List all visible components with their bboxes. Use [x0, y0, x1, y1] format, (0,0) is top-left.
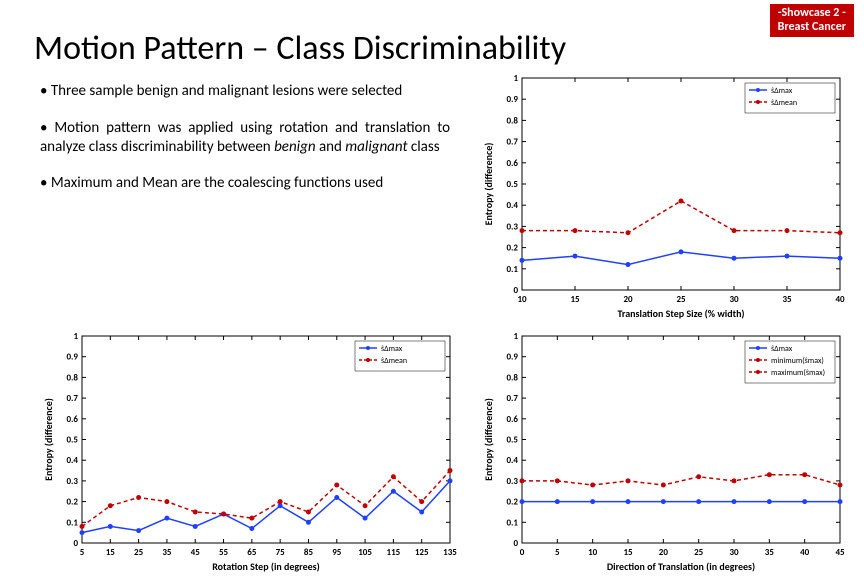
svg-text:5: 5	[555, 547, 560, 558]
svg-text:65: 65	[247, 547, 257, 558]
svg-text:0.3: 0.3	[66, 476, 78, 487]
svg-text:ŝ∆max: ŝ∆max	[771, 86, 793, 96]
svg-text:0.8: 0.8	[506, 372, 518, 383]
chart-bottom-right: 00.10.20.30.40.50.60.70.80.9105101520253…	[480, 328, 850, 573]
svg-text:ŝ∆mean: ŝ∆mean	[771, 98, 797, 108]
svg-text:0.7: 0.7	[506, 137, 518, 148]
svg-text:Entropy (difference): Entropy (difference)	[482, 143, 495, 226]
svg-text:45: 45	[835, 547, 845, 558]
svg-text:ŝ∆max: ŝ∆max	[771, 344, 793, 354]
svg-text:0.3: 0.3	[506, 221, 518, 232]
svg-text:0.8: 0.8	[506, 115, 518, 126]
svg-text:0.1: 0.1	[66, 517, 78, 528]
svg-text:75: 75	[276, 547, 286, 558]
svg-text:0.9: 0.9	[506, 352, 518, 363]
svg-text:10: 10	[588, 547, 598, 558]
badge-line2: Breast Cancer	[778, 20, 846, 34]
svg-text:125: 125	[415, 547, 429, 558]
chart-bottom-left: 00.10.20.30.40.50.60.70.80.9151525354555…	[40, 328, 460, 573]
text-column: • Three sample benign and malignant lesi…	[40, 82, 450, 211]
svg-text:115: 115	[387, 547, 401, 558]
svg-text:40: 40	[835, 294, 845, 305]
badge-line1: -Showcase 2 -	[778, 6, 846, 20]
svg-text:15: 15	[570, 294, 580, 305]
svg-text:minimum(ŝmax): minimum(ŝmax)	[771, 356, 824, 366]
svg-text:5: 5	[80, 547, 85, 558]
svg-text:0.6: 0.6	[506, 414, 518, 425]
svg-text:35: 35	[782, 294, 792, 305]
showcase-badge: -Showcase 2 - Breast Cancer	[770, 4, 854, 37]
slide-title: Motion Pattern – Class Discriminability	[34, 28, 566, 69]
svg-text:10: 10	[517, 294, 527, 305]
svg-text:0.4: 0.4	[506, 455, 518, 466]
svg-text:135: 135	[443, 547, 457, 558]
svg-text:0.2: 0.2	[506, 497, 518, 508]
svg-text:30: 30	[729, 547, 739, 558]
svg-text:0.5: 0.5	[66, 435, 78, 446]
svg-text:0.6: 0.6	[506, 158, 518, 169]
svg-text:55: 55	[219, 547, 229, 558]
svg-text:25: 25	[134, 547, 144, 558]
svg-text:1: 1	[513, 73, 518, 84]
bullet-2: • Motion pattern was applied using rotat…	[40, 119, 450, 157]
bullet-1: • Three sample benign and malignant lesi…	[40, 82, 450, 101]
svg-text:0.6: 0.6	[66, 414, 78, 425]
svg-text:0.5: 0.5	[506, 435, 518, 446]
chart-top-right: 00.10.20.30.40.50.60.70.80.9110152025303…	[480, 70, 850, 320]
svg-text:ŝ∆max: ŝ∆max	[381, 344, 403, 354]
svg-text:1: 1	[513, 331, 518, 342]
svg-text:Entropy (difference): Entropy (difference)	[482, 398, 495, 481]
svg-text:Rotation Step (in degrees): Rotation Step (in degrees)	[212, 560, 320, 573]
svg-text:0: 0	[513, 538, 518, 549]
svg-text:ŝ∆mean: ŝ∆mean	[381, 356, 407, 366]
svg-text:0.5: 0.5	[506, 179, 518, 190]
svg-text:45: 45	[191, 547, 201, 558]
svg-text:15: 15	[106, 547, 116, 558]
svg-text:95: 95	[332, 547, 342, 558]
svg-text:0.8: 0.8	[66, 372, 78, 383]
svg-text:maximum(ŝmax): maximum(ŝmax)	[771, 368, 825, 378]
bullet-3: • Maximum and Mean are the coalescing fu…	[40, 174, 450, 193]
svg-text:Entropy (difference): Entropy (difference)	[42, 398, 55, 481]
svg-text:25: 25	[694, 547, 704, 558]
svg-text:1: 1	[73, 331, 78, 342]
svg-text:Translation Step Size (% width: Translation Step Size (% width)	[617, 307, 744, 320]
svg-text:35: 35	[765, 547, 775, 558]
svg-text:Direction of Translation (in d: Direction of Translation (in degrees)	[607, 560, 755, 573]
svg-text:35: 35	[162, 547, 172, 558]
svg-text:30: 30	[729, 294, 739, 305]
svg-text:0.2: 0.2	[506, 243, 518, 254]
svg-text:15: 15	[623, 547, 633, 558]
svg-text:0.2: 0.2	[66, 497, 78, 508]
svg-text:0.7: 0.7	[66, 393, 78, 404]
svg-text:0: 0	[73, 538, 78, 549]
svg-text:40: 40	[800, 547, 810, 558]
svg-text:105: 105	[358, 547, 372, 558]
svg-text:0.9: 0.9	[66, 352, 78, 363]
svg-text:0.4: 0.4	[66, 455, 78, 466]
svg-text:0.4: 0.4	[506, 200, 518, 211]
svg-text:25: 25	[676, 294, 686, 305]
svg-text:0.9: 0.9	[506, 94, 518, 105]
svg-text:85: 85	[304, 547, 314, 558]
svg-text:0.7: 0.7	[506, 393, 518, 404]
svg-text:20: 20	[659, 547, 669, 558]
svg-text:0: 0	[520, 547, 525, 558]
svg-text:20: 20	[623, 294, 633, 305]
svg-text:0.3: 0.3	[506, 476, 518, 487]
svg-text:0.1: 0.1	[506, 517, 518, 528]
svg-text:0.1: 0.1	[506, 264, 518, 275]
